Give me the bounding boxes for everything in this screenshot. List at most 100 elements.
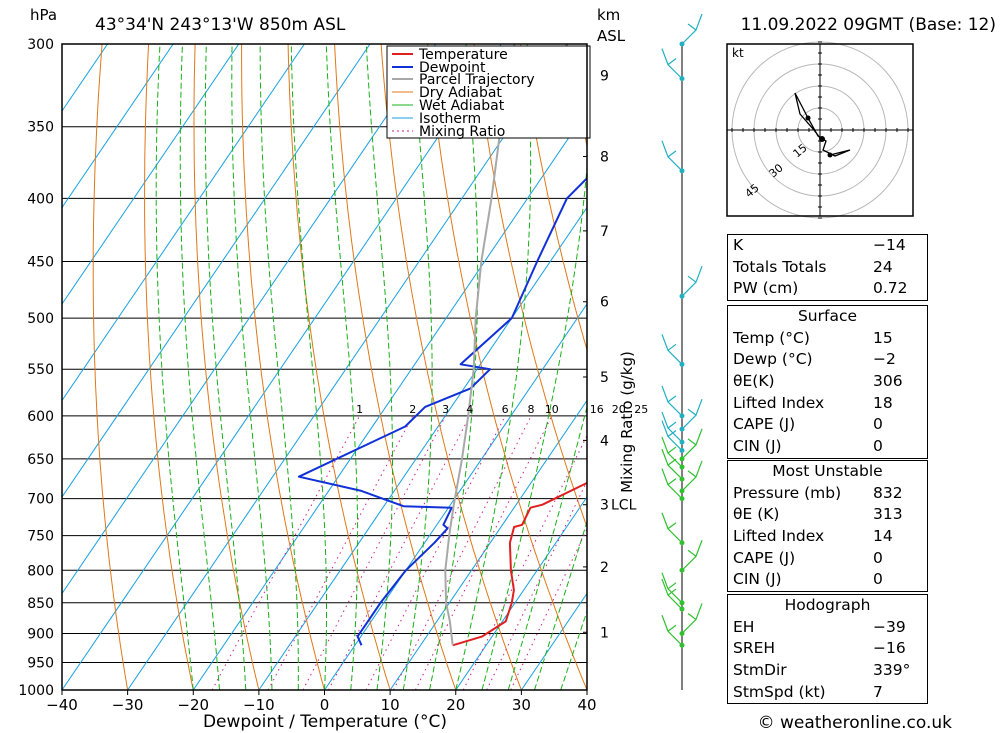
dewpoint-line (297, 176, 587, 646)
surface-panel: Surface Temp (°C) 15 Dewp (°C) −2 θE(K) 306… (727, 305, 928, 459)
isotherm-line (192, 110, 587, 690)
wind-level-dot (679, 630, 685, 636)
pressure-tick-label: 700 (27, 492, 54, 508)
wind-level-dot (679, 642, 685, 648)
background-lines (62, 44, 587, 690)
wind-barb (661, 411, 683, 443)
dry-adiabat-line (520, 44, 587, 352)
wet-adiabat-line (455, 44, 532, 690)
legend-label-wet-adiabat: Wet Adiabat (419, 98, 505, 114)
height-unit-label: km (597, 6, 620, 24)
dry-adiabat-line (380, 44, 522, 690)
hodograph-index-row: StmSpd (kt) 7 (733, 682, 883, 701)
indices-panel: K −14 Totals Totals 24 PW (cm) 0.72 (727, 234, 928, 302)
wind-level-dot (679, 567, 685, 573)
hodograph-indices-panel: Hodograph EH −39 SREH −16 StmDir 339° StmSp… (727, 594, 928, 705)
pressure-tick-label: 550 (27, 362, 54, 378)
surface-row: θE(K) 306 (733, 372, 903, 391)
plot-frame (61, 43, 588, 691)
height-tick-label: 7 (600, 224, 609, 240)
mixing-ratio-label: 6 (502, 403, 509, 416)
height-tick-label: 8 (600, 150, 609, 166)
wet-adiabat-line (481, 162, 587, 690)
isotherm-line (62, 44, 371, 498)
most-unstable-panel: Most Unstable Pressure (mb) 832 θE (K) 313… (727, 460, 928, 593)
wet-adiabat-line (290, 44, 327, 690)
dry-adiabat-line (473, 44, 587, 529)
wind-barb (661, 468, 683, 500)
pressure-tick-label: 850 (27, 596, 54, 612)
wind-barb (661, 578, 683, 610)
wind-level-dot (679, 488, 685, 494)
legend-label-mixing-ratio: Mixing Ratio (419, 124, 505, 140)
surface-row: CAPE (J) 0 (733, 415, 883, 434)
wind-level-dot (679, 496, 685, 502)
hodograph-ring-label-15: 15 (791, 141, 810, 160)
wet-adiabat-line (429, 44, 479, 690)
wet-adiabat-line (365, 44, 393, 690)
pressure-tick-label: 400 (27, 191, 54, 207)
pressure-tick-label: 600 (27, 409, 54, 425)
isotherm-line (62, 44, 437, 595)
x-tick-label: 30 (512, 696, 531, 714)
chart-labels: 3003504004505005506006507007508008509009… (18, 37, 648, 714)
isotherm-line (62, 44, 174, 209)
credit-text: © weatheronline.co.uk (758, 713, 953, 733)
hodograph-index-row: EH −39 (733, 617, 906, 636)
height-tick-label: 3 (600, 498, 609, 514)
mixing-ratio-line (510, 527, 587, 690)
height-tick-label: 4 (600, 433, 609, 449)
hodograph-unit-label: kt (732, 46, 744, 60)
wet-adiabat-line (402, 44, 433, 690)
mixing-ratio-label: 10 (545, 403, 559, 416)
wind-barb (661, 512, 683, 544)
mixing-ratio-label: 8 (528, 403, 535, 416)
hodograph-ring-label-30: 30 (767, 161, 786, 180)
wind-barb (681, 265, 703, 297)
wind-level-dot (679, 464, 685, 470)
x-tick-label: 10 (381, 696, 400, 714)
wind-level-dot (679, 606, 685, 612)
wind-barb (661, 48, 683, 80)
mixing-ratio-label: 16 (590, 403, 604, 416)
wind-barb (661, 420, 683, 451)
wind-barb (681, 428, 703, 460)
pressure-unit-label: hPa (30, 6, 57, 24)
profile-lines (297, 44, 587, 647)
pressure-tick-label: 800 (27, 563, 54, 579)
dry-adiabat-line (287, 44, 391, 690)
wet-adiabat-line (155, 44, 194, 690)
surface-row: Lifted Index 18 (733, 393, 893, 412)
wind-profile (661, 13, 703, 690)
hodograph-point (827, 152, 833, 158)
isotherm-line (62, 44, 305, 402)
wind-barb (681, 540, 703, 571)
wet-adiabat-line (231, 44, 273, 690)
chart-grid (61, 43, 588, 695)
wind-level-dot (679, 540, 685, 546)
wind-barb (661, 615, 683, 646)
x-tick-label: 20 (446, 696, 465, 714)
hodograph-indices-title: Hodograph (784, 596, 871, 614)
dry-adiabat-line (92, 44, 129, 690)
height-tick-label: 2 (600, 560, 609, 576)
mixing-ratio-label: 4 (466, 403, 473, 416)
hodograph (727, 41, 913, 219)
pressure-tick-label: 300 (27, 37, 54, 53)
wind-level-dot (679, 456, 685, 462)
mixing-ratio-line (414, 415, 553, 690)
wind-barb (661, 334, 683, 365)
index-row-pw: PW (cm) 0.72 (733, 279, 908, 298)
wind-barb (681, 13, 703, 45)
x-tick-label: −30 (112, 696, 144, 714)
most-unstable-row: Lifted Index 14 (733, 527, 893, 546)
mixing-ratio-line (462, 434, 587, 690)
pressure-tick-label: 750 (27, 529, 54, 545)
wind-level-dot (679, 293, 685, 299)
height-tick-label: 9 (600, 68, 609, 84)
datetime-title: 11.09.2022 09GMT (Base: 12) (741, 15, 996, 35)
wind-level-dot (679, 448, 685, 454)
pressure-tick-label: 650 (27, 452, 54, 468)
wind-level-dot (679, 600, 685, 606)
